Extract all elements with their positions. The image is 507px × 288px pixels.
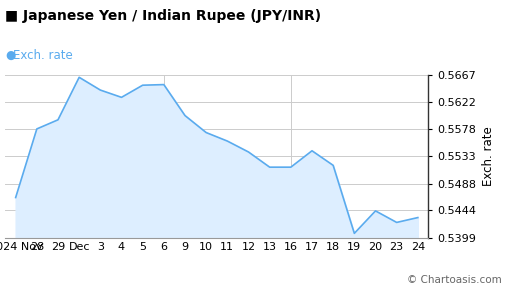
Y-axis label: Exch. rate: Exch. rate (482, 126, 495, 186)
Text: ■ Japanese Yen / Indian Rupee (JPY/INR): ■ Japanese Yen / Indian Rupee (JPY/INR) (5, 9, 321, 23)
Text: © Chartoasis.com: © Chartoasis.com (407, 275, 502, 285)
Text: ●: ● (5, 49, 15, 62)
Text: Exch. rate: Exch. rate (13, 49, 73, 62)
